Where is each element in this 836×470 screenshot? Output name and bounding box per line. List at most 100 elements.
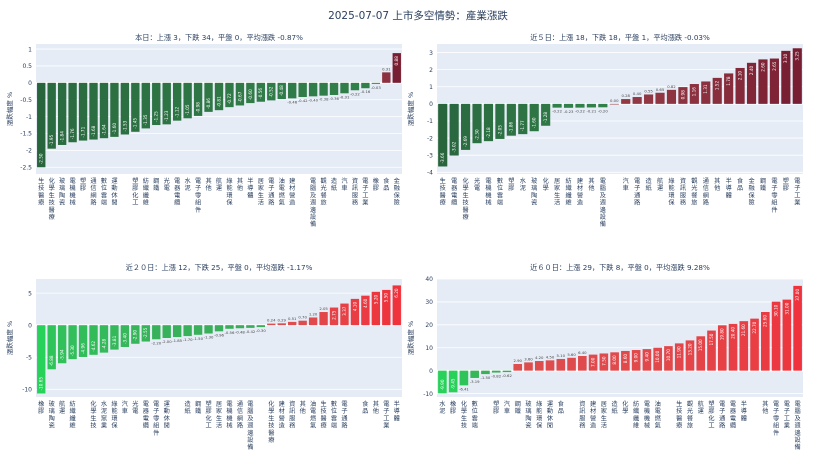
x-tick-label: 資訊服務 — [680, 177, 687, 207]
x-tick-label: 紡織纖維 — [565, 177, 571, 207]
bar — [728, 323, 738, 371]
x-tick-label: 綠能環保 — [668, 177, 675, 207]
bar — [204, 82, 213, 112]
x-tick-label: 其他 — [237, 178, 243, 192]
x-tick-label: 造紙 — [185, 400, 192, 415]
x-tick-label: 資訊服務 — [352, 177, 359, 207]
y-tick-label: -1 — [427, 118, 433, 125]
x-tick-label: 通信網路 — [703, 177, 710, 207]
data-label: 4.60 — [363, 298, 368, 308]
data-label: -0.81 — [216, 96, 221, 107]
data-label: -1.35 — [143, 114, 148, 125]
data-label: -0.23 — [564, 109, 574, 114]
bar — [739, 321, 749, 371]
data-label: 0.98 — [680, 90, 685, 100]
bar — [746, 62, 757, 104]
x-tick-label: 建材營造 — [289, 177, 295, 207]
x-tick-label: 生技醫療 — [38, 177, 44, 207]
bar — [483, 103, 494, 142]
x-tick-label: 塑膠化工 — [205, 400, 211, 430]
x-tick-label: 紡織纖維 — [633, 400, 639, 430]
data-label: 1.52 — [715, 81, 720, 91]
data-label: 0.88 — [394, 56, 399, 66]
x-tick-label: 電子零組件 — [773, 401, 779, 437]
x-tick-label: 電子零組件 — [771, 178, 777, 214]
x-tick-label: 水泥 — [439, 400, 446, 415]
bar — [541, 103, 551, 126]
x-tick-label: 運動休閒 — [547, 401, 554, 430]
x-tick-label: 化學生技醫療 — [49, 177, 55, 221]
x-tick-label: 玻璃陶瓷 — [49, 400, 55, 430]
x-tick-label: 塑膠 — [80, 177, 86, 192]
x-tick-label: 玻璃陶瓷 — [525, 400, 531, 430]
bar — [631, 350, 641, 371]
bar — [225, 82, 234, 108]
x-tick-label: 油電燃氣 — [279, 177, 286, 207]
data-label: -9.90 — [440, 379, 445, 390]
bar — [712, 77, 722, 104]
x-tick-label: 電器電纜 — [143, 401, 150, 430]
data-label: -0.16 — [360, 89, 370, 94]
bar — [644, 94, 654, 104]
data-label: -1.71 — [80, 126, 85, 137]
x-tick-label: 資訊服務 — [579, 400, 586, 430]
x-tick-label: 造紙 — [331, 177, 338, 192]
data-label: 5.20 — [373, 294, 378, 304]
x-tick-label: 電子工業 — [794, 178, 800, 207]
bar — [448, 370, 458, 393]
bar — [575, 103, 585, 108]
x-tick-label: 光電 — [164, 177, 170, 192]
x-tick-label: 汽車 — [623, 177, 629, 192]
data-label: 6.40 — [578, 350, 587, 355]
bar — [131, 325, 140, 344]
data-label: -4.62 — [91, 341, 96, 352]
bar — [131, 82, 140, 132]
data-label: 0.24 — [267, 318, 276, 323]
y-axis-label-4: 漲跌幅度 % — [406, 321, 415, 355]
y-tick-label: -3 — [427, 152, 433, 159]
bar — [68, 82, 77, 143]
bar — [183, 82, 192, 119]
bar — [610, 352, 619, 371]
bar — [371, 291, 381, 326]
chart-panel-3: 近２０日：上漲 12，下跌 25，平盤 0，平均漲跌 -1.17% -10 -5 0 5… — [5, 263, 402, 451]
x-tick-label: 電腦及週邊設備 — [600, 178, 607, 228]
bar — [267, 323, 276, 326]
data-label: -1.84 — [60, 131, 65, 142]
data-label: -2.00 — [162, 339, 172, 344]
x-tick-label: 電子通路 — [634, 178, 641, 207]
bar — [567, 357, 576, 371]
bar — [329, 82, 339, 95]
y-tick-label: -2 — [427, 135, 433, 142]
bar — [340, 303, 349, 326]
bar — [750, 318, 759, 371]
bar — [470, 370, 479, 378]
data-label: 17.50 — [709, 333, 714, 345]
y-tick-label: -4 — [427, 169, 433, 176]
bar — [495, 103, 505, 139]
bar — [110, 325, 119, 350]
data-label: 2.40 — [749, 65, 754, 75]
bar — [308, 317, 318, 326]
bar — [717, 325, 727, 371]
data-label: 21.60 — [741, 324, 746, 336]
bar — [47, 82, 56, 149]
x-tick-label: 食品 — [362, 400, 369, 415]
data-label: 5.60 — [567, 352, 576, 357]
x-tick-label: 半導體 — [394, 400, 400, 422]
data-label: -1.53 — [122, 120, 127, 131]
data-label: -2.20 — [151, 340, 161, 345]
x-tick-label: 電子零組件 — [153, 401, 159, 437]
x-tick-label: 化學生技醫療 — [463, 177, 469, 221]
data-label: -0.31 — [340, 94, 350, 99]
x-tick-label: 生技醫療 — [440, 177, 446, 207]
data-label: -0.48 — [279, 85, 284, 96]
data-label: -1.30 — [204, 335, 214, 340]
x-tick-label: 塑膠 — [783, 177, 789, 192]
data-label: 30.10 — [773, 304, 778, 316]
bar — [277, 323, 286, 326]
bar — [89, 325, 98, 355]
y-tick-label: 30 — [425, 299, 433, 306]
data-label: -3.02 — [452, 141, 457, 152]
bar — [256, 82, 266, 102]
